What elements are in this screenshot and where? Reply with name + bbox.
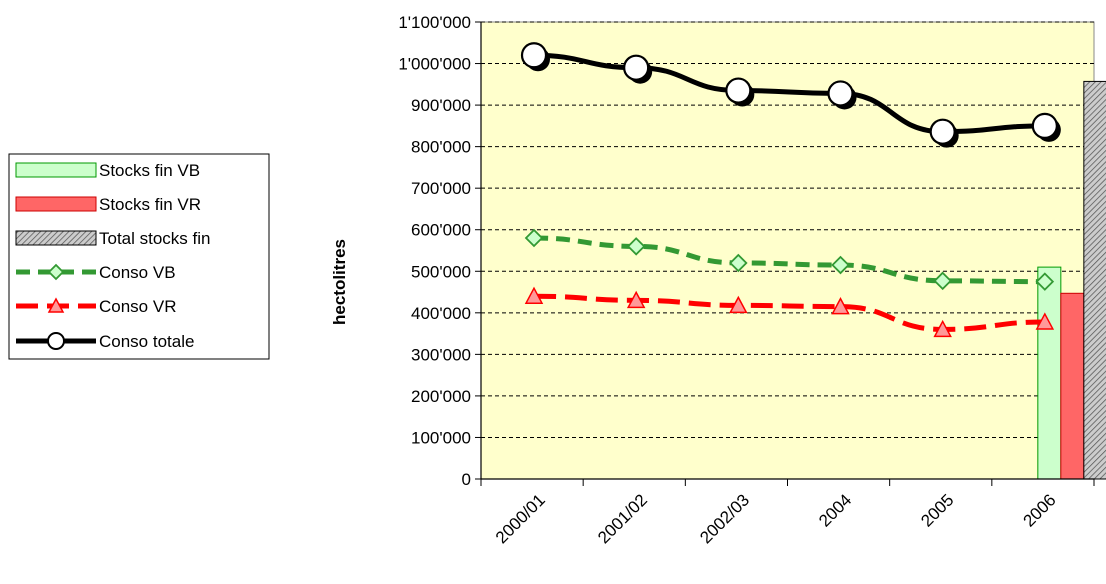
x-tick-label: 2006 (1019, 490, 1059, 530)
point-conso-vr (933, 319, 952, 338)
legend-marker (47, 263, 65, 281)
y-tick-label: 800'000 (411, 138, 471, 157)
legend-label: Conso totale (99, 332, 194, 351)
point-conso-vb (524, 228, 544, 248)
point-conso-vb (1035, 272, 1055, 291)
legend-label: Stocks fin VR (99, 195, 201, 214)
y-tick-label: 900'000 (411, 96, 471, 115)
point-conso-vr (626, 290, 646, 309)
point-conso-totale (827, 80, 854, 107)
point-conso-vb (831, 255, 850, 275)
y-tick-label: 300'000 (411, 345, 471, 364)
point-conso-vb (933, 271, 952, 291)
point-conso-totale (929, 118, 956, 145)
x-tick-label: 2002/03 (696, 490, 753, 547)
bar-series (1037, 80, 1106, 480)
point-conso-vb (729, 253, 748, 273)
legend-swatch (15, 196, 97, 212)
point-conso-totale (623, 54, 650, 81)
line-conso-vb (533, 235, 1045, 285)
y-tick-label: 600'000 (411, 221, 471, 240)
y-tick-label: 1'100'000 (398, 13, 471, 32)
legend-marker (47, 332, 65, 350)
legend-label: Stocks fin VB (99, 161, 200, 180)
point-conso-totale (1031, 112, 1058, 139)
point-conso-totale (725, 77, 752, 104)
y-axis-title: hectolitres (330, 239, 349, 325)
plot-area (480, 21, 1095, 480)
x-tick-label: 2004 (815, 490, 855, 530)
line-conso-vr (533, 293, 1045, 332)
legend-swatch (15, 230, 97, 246)
y-tick-label: 200'000 (411, 387, 471, 406)
point-conso-vr (831, 296, 850, 315)
y-tick-label: 500'000 (411, 262, 471, 281)
legend: Stocks fin VB Stocks fin VR Total stocks f… (8, 153, 270, 360)
point-conso-totale (520, 42, 548, 69)
x-tick-label: 2000/01 (492, 490, 549, 547)
x-tick-label: 2001/02 (594, 490, 651, 547)
bar-total-stocks-fin (1083, 80, 1106, 480)
y-tick-label: 400'000 (411, 304, 471, 323)
y-tick-label: 1'000'000 (398, 55, 471, 74)
x-tick-label: 2005 (917, 490, 957, 530)
point-conso-vr (1035, 312, 1055, 330)
point-conso-vr (524, 286, 544, 304)
legend-label: Conso VR (99, 297, 176, 316)
legend-label: Total stocks fin (99, 229, 211, 248)
legend-swatch (15, 162, 97, 178)
y-tick-label: 0 (462, 470, 471, 489)
bar-stocks-fin-vr (1060, 292, 1085, 480)
line-series (520, 42, 1061, 338)
point-conso-vr (729, 295, 748, 314)
y-tick-label: 100'000 (411, 428, 471, 447)
y-tick-label: 700'000 (411, 179, 471, 198)
point-conso-vb (626, 237, 646, 256)
legend-label: Conso VB (99, 263, 176, 282)
legend-marker (47, 297, 65, 313)
bar-stocks-fin-vb (1037, 266, 1062, 480)
legend-box (8, 153, 270, 360)
